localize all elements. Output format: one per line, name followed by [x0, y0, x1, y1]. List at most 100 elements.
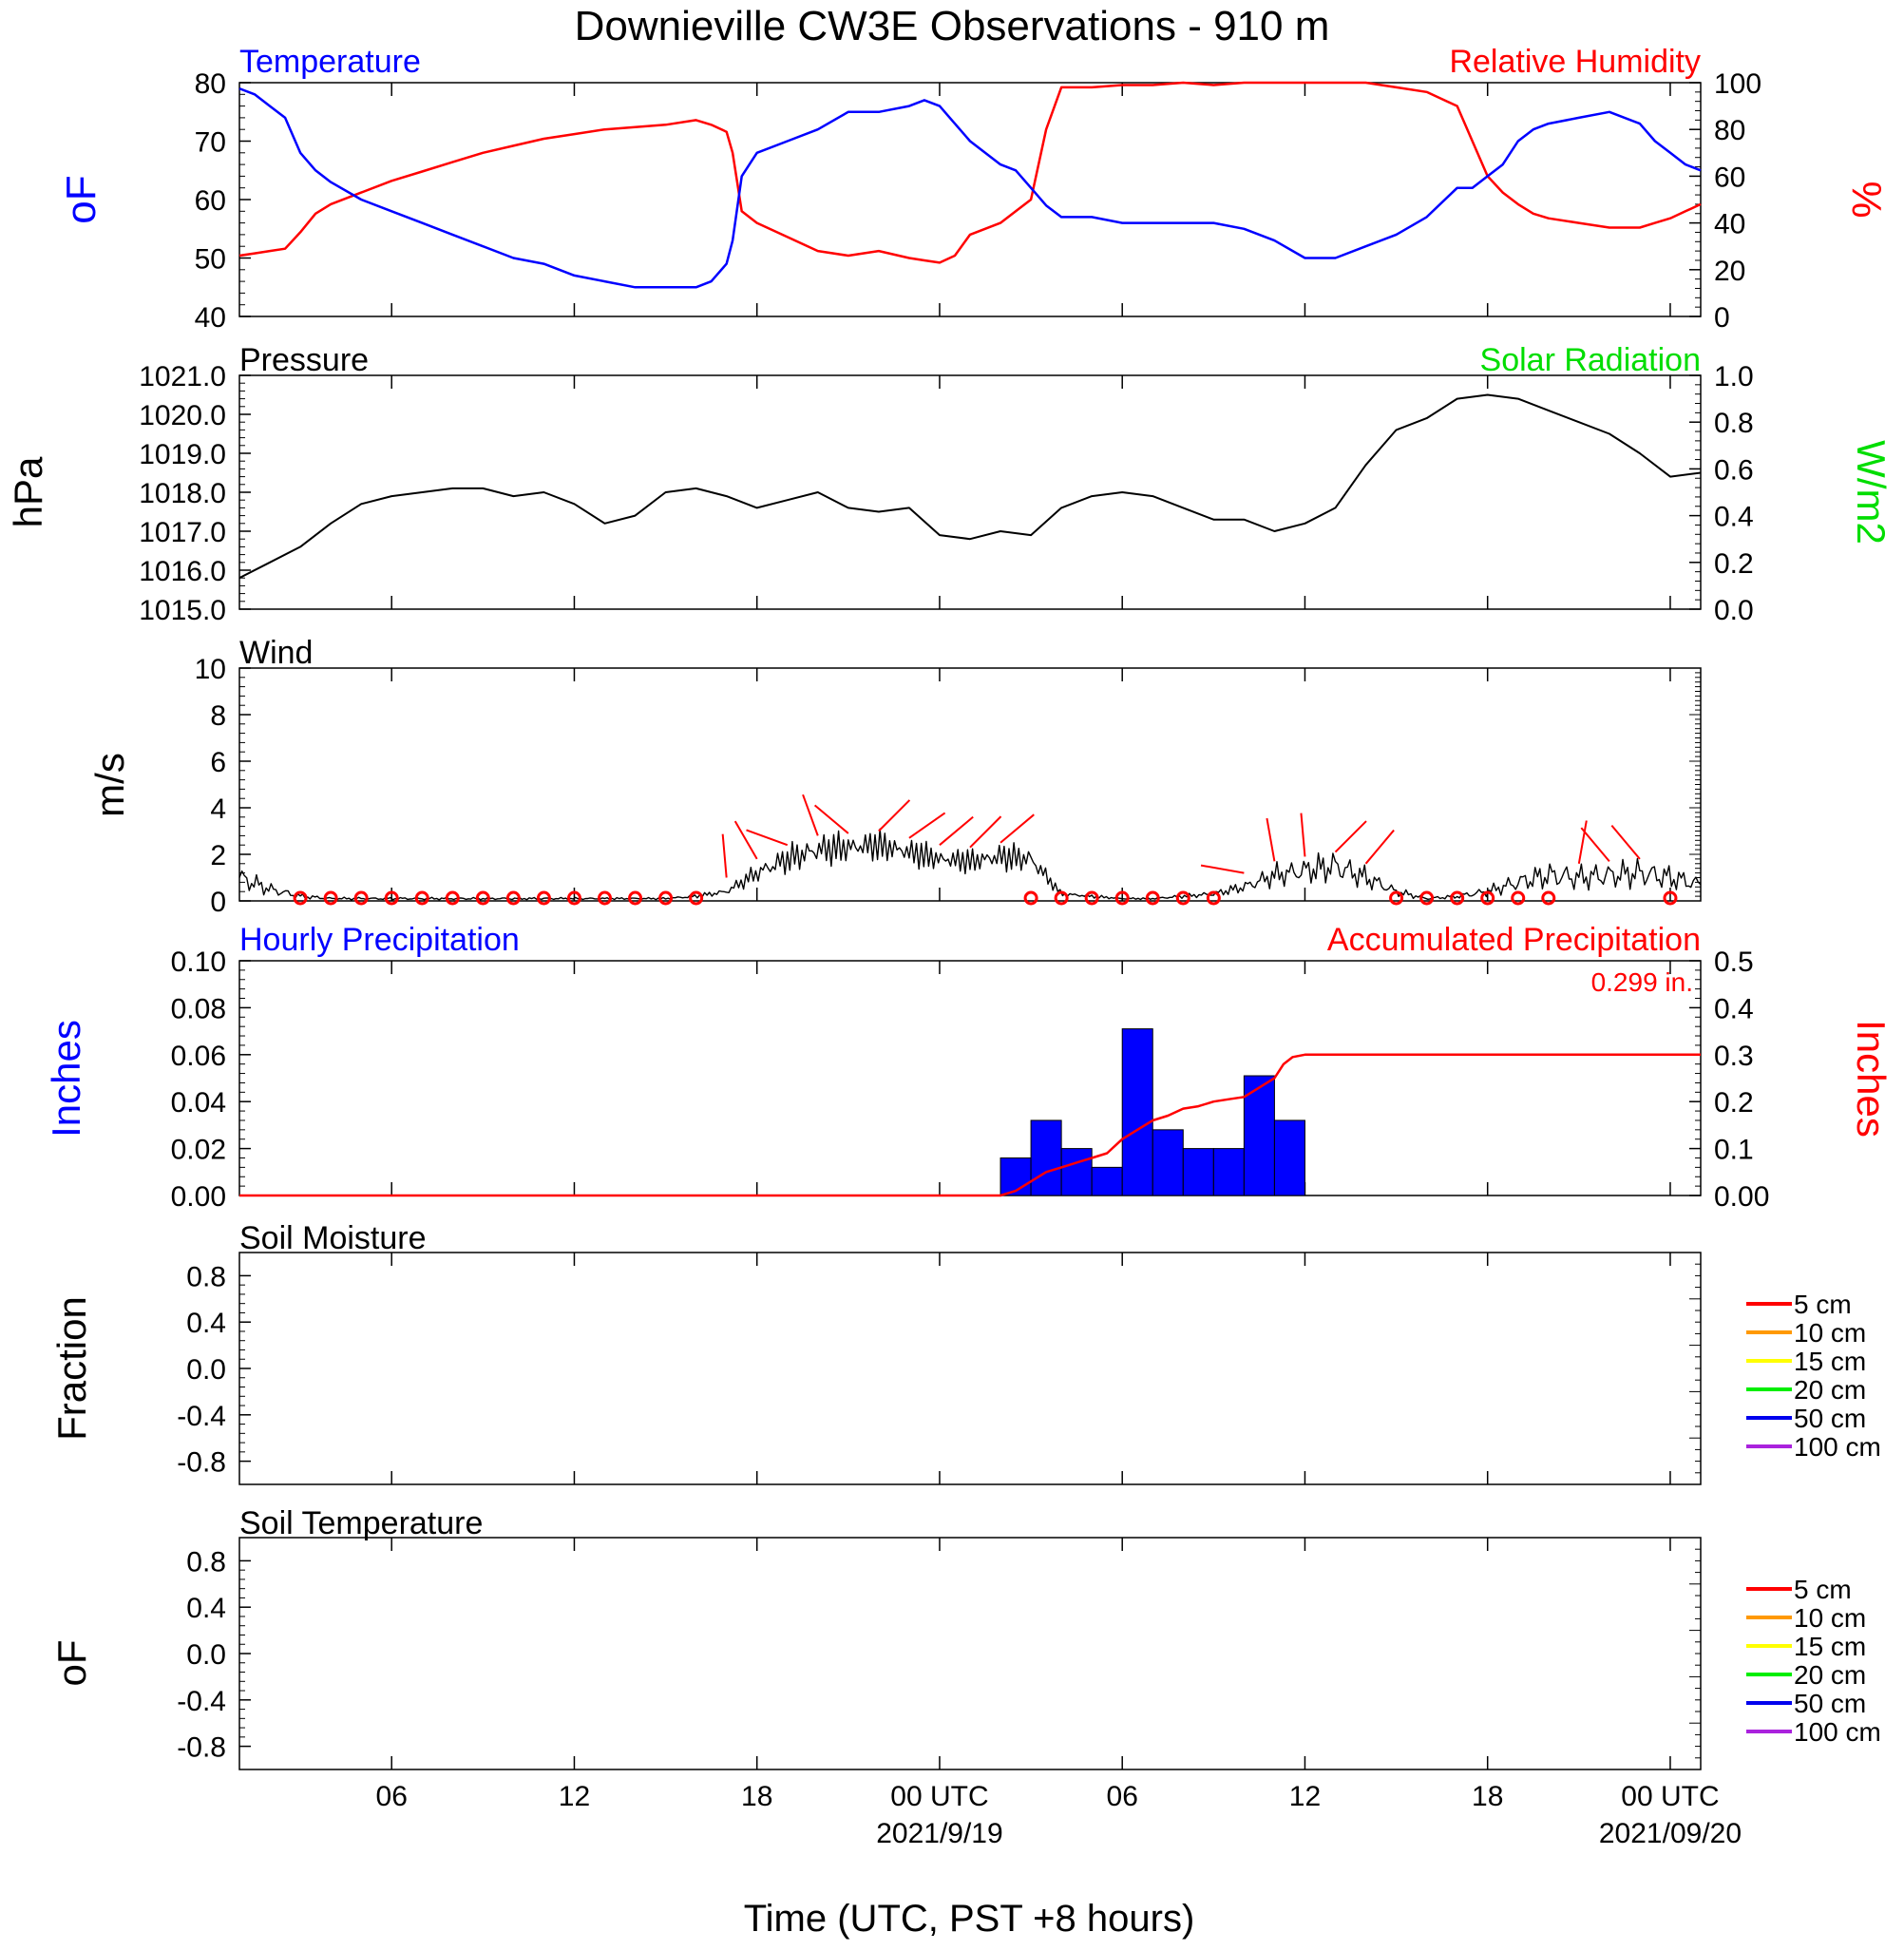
temp-left-y-tick-label: 80: [195, 68, 226, 100]
wind-barb-calm: [475, 890, 490, 906]
precipitation-plot: 0.00 0.02 0.04 0.06 0.08 0.10 0.00 0.1 0.2 0.3 0.4…: [44, 947, 1894, 1213]
x-tick-label: 06: [376, 1781, 408, 1812]
soil-moisture-unit-label: Fraction: [49, 1296, 94, 1441]
x-axis-label: Time (UTC, PST +8 hours): [744, 1898, 1195, 1940]
pressure-left-y-tick-label: 1021.0: [139, 361, 226, 392]
soil-moisture-title: Soil Moisture: [239, 1220, 427, 1256]
wind-barb-calm: [353, 890, 369, 906]
precip-frame: [238, 960, 1702, 1196]
wind-barb-calm: [658, 890, 674, 906]
wind-barb-calm: [1023, 890, 1038, 906]
wind-barb: [733, 820, 758, 860]
wind-barb-calm: [1175, 890, 1190, 906]
precip-right-y-tick-label: 0.4: [1714, 993, 1754, 1024]
precip-bar: [1152, 1129, 1184, 1196]
wind-barb: [1266, 817, 1276, 862]
x-date-label: 2021/09/20: [1599, 1818, 1742, 1849]
soil-moisture-plot: -0.8 -0.4 0.0 0.4 0.8 Fraction: [49, 1252, 1702, 1485]
wind-barb: [813, 804, 849, 834]
pressure-plot: 1015.0 1016.0 1017.0 1018.0 1019.0 1020.0 1021…: [6, 361, 1894, 626]
temp-frame: [238, 82, 1702, 317]
soil-temperature-left-y-tick-label: -0.4: [177, 1686, 226, 1717]
solar-right-y-tick-label: 0.6: [1714, 454, 1754, 486]
wind-barb: [1000, 813, 1035, 844]
wind-barb-calm: [1084, 890, 1099, 906]
solar-right-y-tick-label: 0.4: [1714, 502, 1754, 533]
pressure-title: Pressure: [239, 342, 369, 378]
precip-bar: [1030, 1119, 1062, 1196]
precip-left-y-tick-label: 0.08: [171, 993, 226, 1024]
x-tick-labels: 06 12 18 00 UTC 2021/9/19 06 12 18 00 UTC 2021/09…: [376, 1781, 1742, 1849]
precip-right-y-tick-label: 0.00: [1714, 1181, 1769, 1213]
pressure-left-y-tick-label: 1017.0: [139, 517, 226, 548]
hourly-precip-title: Hourly Precipitation: [239, 922, 520, 958]
precip-bar: [1091, 1166, 1123, 1196]
precip-left-y-tick-label: 0.00: [171, 1181, 226, 1213]
rh-unit-label: %: [1843, 181, 1890, 218]
soil-moisture-panel: Soil Moisture -0.8-0.40.00.40.8Fraction …: [49, 1220, 1881, 1485]
x-tick-label: 18: [741, 1781, 772, 1812]
legend-label: 10 cm: [1794, 1318, 1866, 1348]
precip-right-y-tick-label: 0.5: [1714, 947, 1754, 978]
wind-barb-calm: [1054, 890, 1069, 906]
temperature-plot: 40 50 60 70 80 0 20 40 60 80 100 oF%: [58, 68, 1890, 334]
wind-left-y-tick-label: 6: [210, 747, 226, 778]
wind-barb-calm: [1145, 890, 1160, 906]
precip-left-y-tick-label: 0.02: [171, 1135, 226, 1166]
solar-right-y-tick-label: 0.0: [1714, 595, 1754, 626]
precip-right-y-tick-label: 0.3: [1714, 1041, 1754, 1072]
soil-temperature-left-y-tick-label: -0.8: [177, 1732, 226, 1764]
precip-left-y-tick-label: 0.06: [171, 1041, 226, 1072]
rh-right-y-tick-label: 20: [1714, 256, 1745, 287]
soil-moisture-left-y-tick-label: -0.4: [177, 1401, 226, 1432]
x-tick-label: 18: [1472, 1781, 1503, 1812]
soil-temperature-unit-label: oF: [49, 1639, 94, 1686]
legend-label: 100 cm: [1794, 1432, 1881, 1462]
pressure-left-y-tick-label: 1018.0: [139, 478, 226, 509]
temperature-humidity-panel: Temperature Relative Humidity 40 50 60 70 80…: [58, 44, 1890, 334]
solar-unit-label: W/m2: [1849, 440, 1894, 545]
precip-right-unit-label: Inches: [1849, 1020, 1894, 1138]
precip-bar: [1121, 1028, 1153, 1196]
wind-barb: [1200, 864, 1245, 874]
wind-title: Wind: [239, 635, 313, 671]
wind-barb: [746, 829, 789, 847]
wind-barb-calm: [566, 890, 581, 906]
temperature-line: [238, 87, 1702, 289]
precip-total-label: 0.299 in.: [1591, 967, 1693, 997]
legend-label: 10 cm: [1794, 1603, 1866, 1633]
wind-left-y-tick-label: 0: [210, 887, 226, 918]
x-tick-label: 12: [559, 1781, 590, 1812]
legend-label: 20 cm: [1794, 1660, 1866, 1690]
wind-left-y-tick-label: 8: [210, 700, 226, 732]
accum-precip-line: [239, 1053, 1701, 1197]
precip-bar: [1060, 1148, 1093, 1196]
pressure-left-y-tick-label: 1019.0: [139, 439, 226, 470]
x-tick-label: 12: [1289, 1781, 1321, 1812]
wind-barb: [721, 833, 728, 878]
wind-left-y-tick-label: 2: [210, 840, 226, 871]
temperature-title: Temperature: [239, 44, 421, 80]
wind-plot: 0 2 4 6 8 10 m/s: [87, 654, 1702, 918]
wind-barb: [1364, 829, 1395, 865]
wind-speed-line: [238, 828, 1702, 901]
precip-left-unit-label: Inches: [44, 1020, 88, 1138]
precip-right-y-tick-label: 0.2: [1714, 1087, 1754, 1119]
legend-label: 20 cm: [1794, 1375, 1866, 1405]
wind-barb: [939, 815, 974, 846]
wind-barb-calm: [628, 890, 643, 906]
wind-barb-calm: [414, 890, 429, 906]
soil-temperature-left-y-tick-label: 0.4: [186, 1593, 226, 1624]
soil-temperature-left-y-tick-label: 0.8: [186, 1546, 226, 1578]
soil-moisture-left-y-tick-label: 0.8: [186, 1261, 226, 1292]
legend-label: 5 cm: [1794, 1575, 1852, 1604]
humidity-line: [238, 81, 1702, 264]
x-tick-label: 00 UTC: [1621, 1781, 1719, 1812]
wind-barb-calm: [1450, 890, 1465, 906]
soil-temperature-plot: -0.8 -0.4 0.0 0.4 0.8 oF: [49, 1537, 1702, 1770]
legend-label: 50 cm: [1794, 1689, 1866, 1718]
temp-unit-label: oF: [58, 175, 105, 223]
wind-barb-calm: [598, 890, 612, 906]
wind-barb: [1334, 820, 1367, 853]
